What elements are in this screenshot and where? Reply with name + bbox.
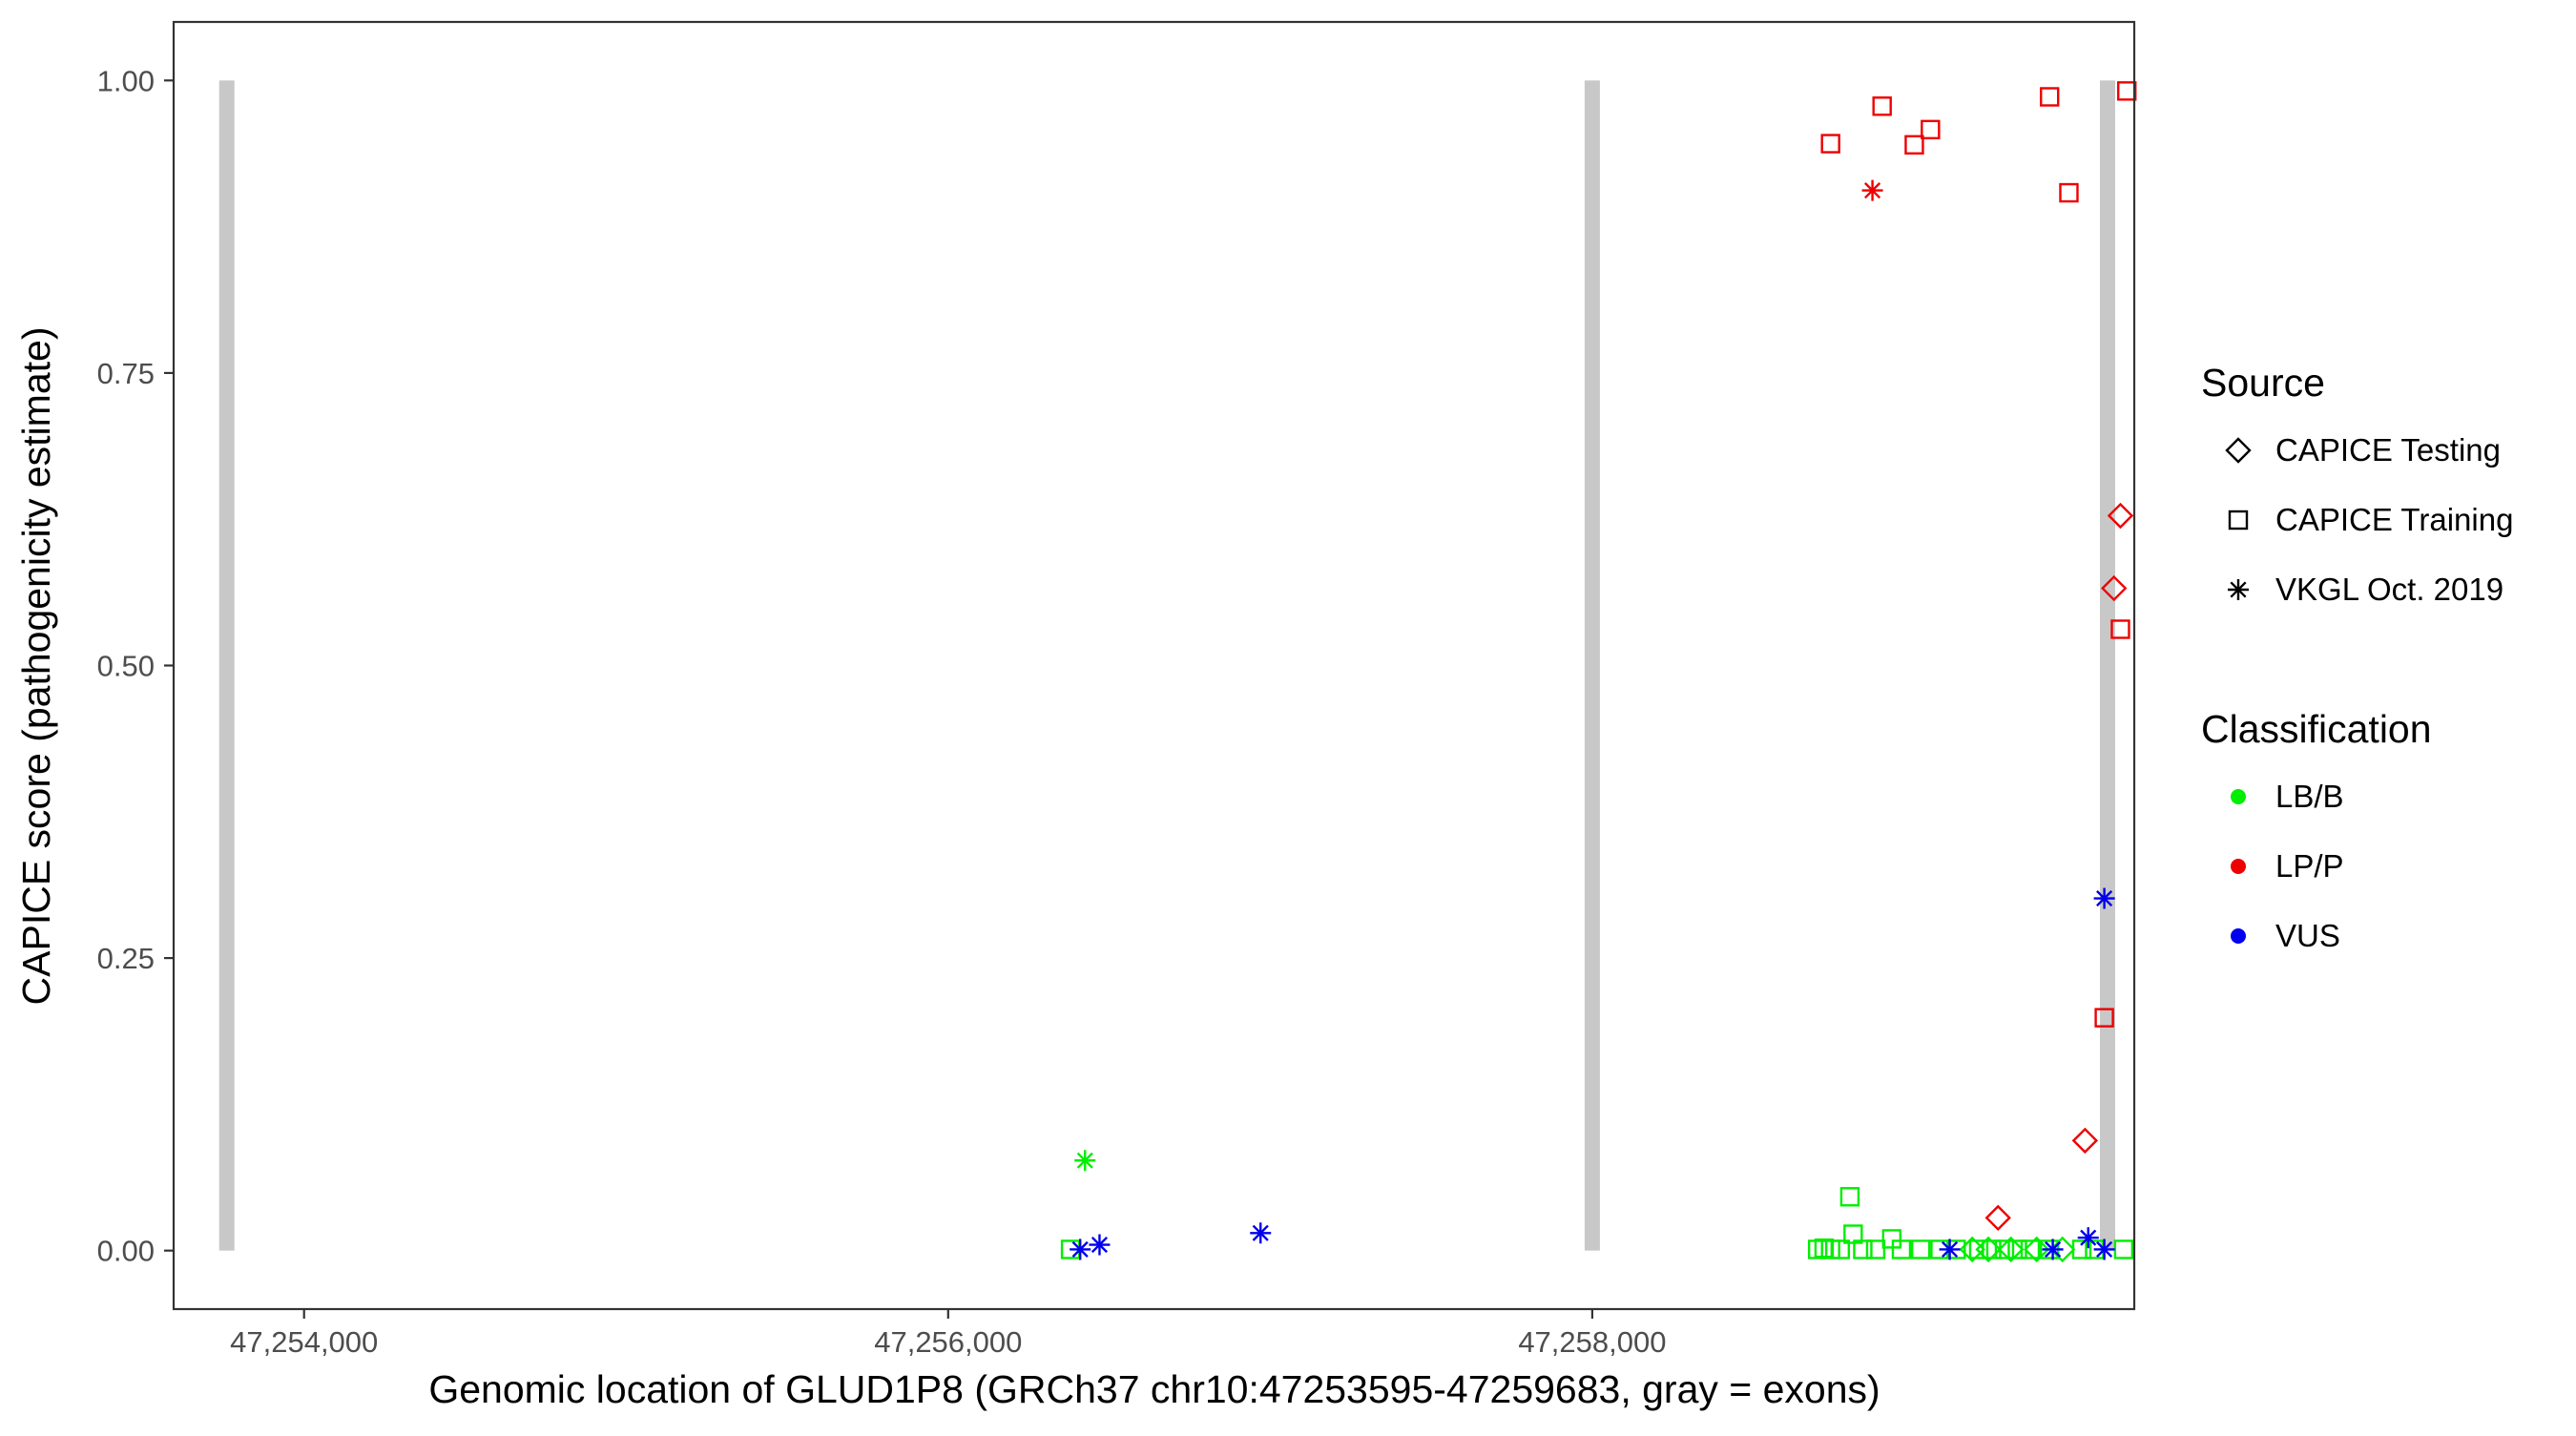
data-point-41 <box>1998 1236 2025 1263</box>
data-point-47 <box>2093 887 2115 909</box>
legend-source: Source CAPICE Testing CAPICE Training VKGL… <box>2201 361 2513 607</box>
legend-source-key-2 <box>2228 510 2249 531</box>
legend-classification-key-1 <box>2231 789 2246 804</box>
data-point-10 <box>1861 179 1883 201</box>
data-point-8 <box>2110 619 2130 639</box>
exon-bar-3 <box>2099 80 2115 1251</box>
legend-classification-label-1: LB/B <box>2275 779 2344 814</box>
data-point-45 <box>1089 1234 1111 1256</box>
x-tick-label-2: 47,256,000 <box>874 1325 1022 1359</box>
legend-classification-key-2 <box>2231 859 2246 874</box>
data-point-46 <box>1250 1222 1272 1244</box>
y-axis: 0.00 0.25 0.50 0.75 1.00 <box>97 64 174 1268</box>
data-point-25 <box>1865 1239 1886 1259</box>
data-point-23 <box>1830 1239 1851 1259</box>
legend-classification-key-3 <box>2231 928 2246 944</box>
data-point-11 <box>2107 502 2134 530</box>
data-point-16 <box>1839 1187 1860 1207</box>
data-point-13 <box>2071 1127 2099 1155</box>
data-point-51 <box>2093 1238 2115 1260</box>
data-point-26 <box>1891 1239 1912 1259</box>
data-point-24 <box>1853 1239 1873 1259</box>
y-axis-label: CAPICE score (pathogenicity estimate) <box>14 327 58 1006</box>
x-tick-label-3: 47,258,000 <box>1518 1325 1666 1359</box>
data-point-5 <box>2040 87 2060 107</box>
data-point-49 <box>2042 1238 2064 1260</box>
data-point-50 <box>2077 1227 2099 1249</box>
legend-source-title: Source <box>2201 361 2325 405</box>
legend-source-label-2: CAPICE Training <box>2275 502 2513 537</box>
x-axis-label: Genomic location of GLUD1P8 (GRCh37 chr1… <box>428 1367 1880 1411</box>
legend-source-label-3: VKGL Oct. 2019 <box>2275 572 2503 607</box>
x-axis: 47,254,000 47,256,000 47,258,000 <box>230 1309 1666 1359</box>
data-point-42 <box>2024 1236 2050 1263</box>
data-point-14 <box>1984 1204 2011 1232</box>
data-point-2 <box>1872 96 1892 116</box>
data-point-44 <box>1070 1238 1091 1260</box>
legend-classification: Classification LB/B LP/P VUS <box>2201 707 2432 953</box>
data-point-3 <box>1904 135 1924 155</box>
exons-layer <box>218 80 2115 1251</box>
data-point-48 <box>1939 1238 1961 1260</box>
data-point-12 <box>2101 574 2128 602</box>
exon-bar-1 <box>218 80 235 1251</box>
data-point-20 <box>1807 1239 1828 1259</box>
y-tick-label-4: 0.75 <box>97 357 155 390</box>
data-point-40 <box>1975 1236 2002 1263</box>
data-point-15 <box>1074 1150 1096 1172</box>
legend-classification-title: Classification <box>2201 707 2432 751</box>
legend-classification-label-3: VUS <box>2275 918 2340 953</box>
legend-classification-label-2: LP/P <box>2275 848 2344 884</box>
data-point-1 <box>1820 134 1840 154</box>
data-point-6 <box>2059 182 2079 203</box>
y-tick-label-1: 0.00 <box>97 1235 155 1268</box>
y-tick-label-3: 0.50 <box>97 650 155 683</box>
points-layer <box>1060 81 2137 1263</box>
exon-bar-2 <box>1584 80 1600 1251</box>
y-tick-label-2: 0.25 <box>97 942 155 975</box>
legend-source-key-3 <box>2228 579 2249 600</box>
data-point-27 <box>1911 1239 1931 1259</box>
data-point-38 <box>2113 1239 2134 1259</box>
data-point-30 <box>1968 1239 1989 1259</box>
legend-source-label-1: CAPICE Testing <box>2275 432 2501 468</box>
data-point-32 <box>1994 1239 2015 1259</box>
x-tick-label-1: 47,254,000 <box>230 1325 378 1359</box>
data-point-7 <box>2117 81 2137 101</box>
data-point-4 <box>1921 119 1941 140</box>
y-tick-label-5: 1.00 <box>97 64 155 97</box>
data-point-43 <box>2049 1236 2076 1263</box>
legend-source-key-1 <box>2225 437 2252 464</box>
data-point-9 <box>2094 1008 2114 1028</box>
